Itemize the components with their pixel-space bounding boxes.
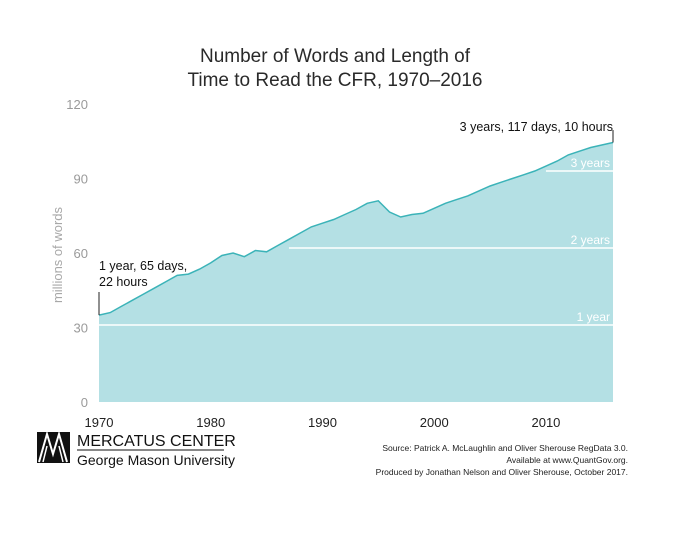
- y-tick-0: 0: [81, 395, 88, 410]
- chart-title-line-1: Number of Words and Length of: [200, 46, 471, 67]
- plot-area: 1 year 2 years 3 years 0 30 60 90 120 1970 1980 19…: [66, 97, 614, 430]
- logo-main-text: MERCATUS CENTER: [77, 433, 236, 450]
- source-line-1: Source: Patrick A. McLaughlin and Oliver…: [382, 443, 628, 453]
- annotation-start-line-1: 1 year, 65 days,: [99, 259, 187, 273]
- source-line-3: Produced by Jonathan Nelson and Oliver S…: [376, 467, 628, 477]
- y-tick-30: 30: [74, 321, 88, 336]
- mercatus-logo-icon: [37, 430, 70, 463]
- logo-sub-text: George Mason University: [77, 452, 235, 468]
- source-line-2: Available at www.QuantGov.org.: [506, 455, 628, 465]
- threshold-label-2: 2 years: [571, 233, 610, 247]
- x-tick-2000: 2000: [420, 415, 449, 430]
- threshold-label-1: 1 year: [577, 310, 610, 324]
- x-tick-2010: 2010: [531, 415, 560, 430]
- mercatus-logo: MERCATUS CENTER George Mason University: [37, 430, 236, 468]
- series-line: [98, 141, 614, 316]
- area-fill: [99, 142, 613, 402]
- annotation-start-line-2: 22 hours: [99, 275, 148, 289]
- chart-title-line-2: Time to Read the CFR, 1970–2016: [187, 70, 482, 91]
- x-tick-1990: 1990: [308, 415, 337, 430]
- annotation-end-line-1: 3 years, 117 days, 10 hours: [460, 120, 613, 134]
- y-tick-120: 120: [66, 97, 88, 112]
- y-tick-60: 60: [74, 246, 88, 261]
- y-tick-90: 90: [74, 172, 88, 187]
- threshold-label-3: 3 years: [571, 156, 610, 170]
- x-tick-1970: 1970: [85, 415, 114, 430]
- y-axis-label: millions of words: [50, 206, 65, 303]
- x-tick-1980: 1980: [196, 415, 225, 430]
